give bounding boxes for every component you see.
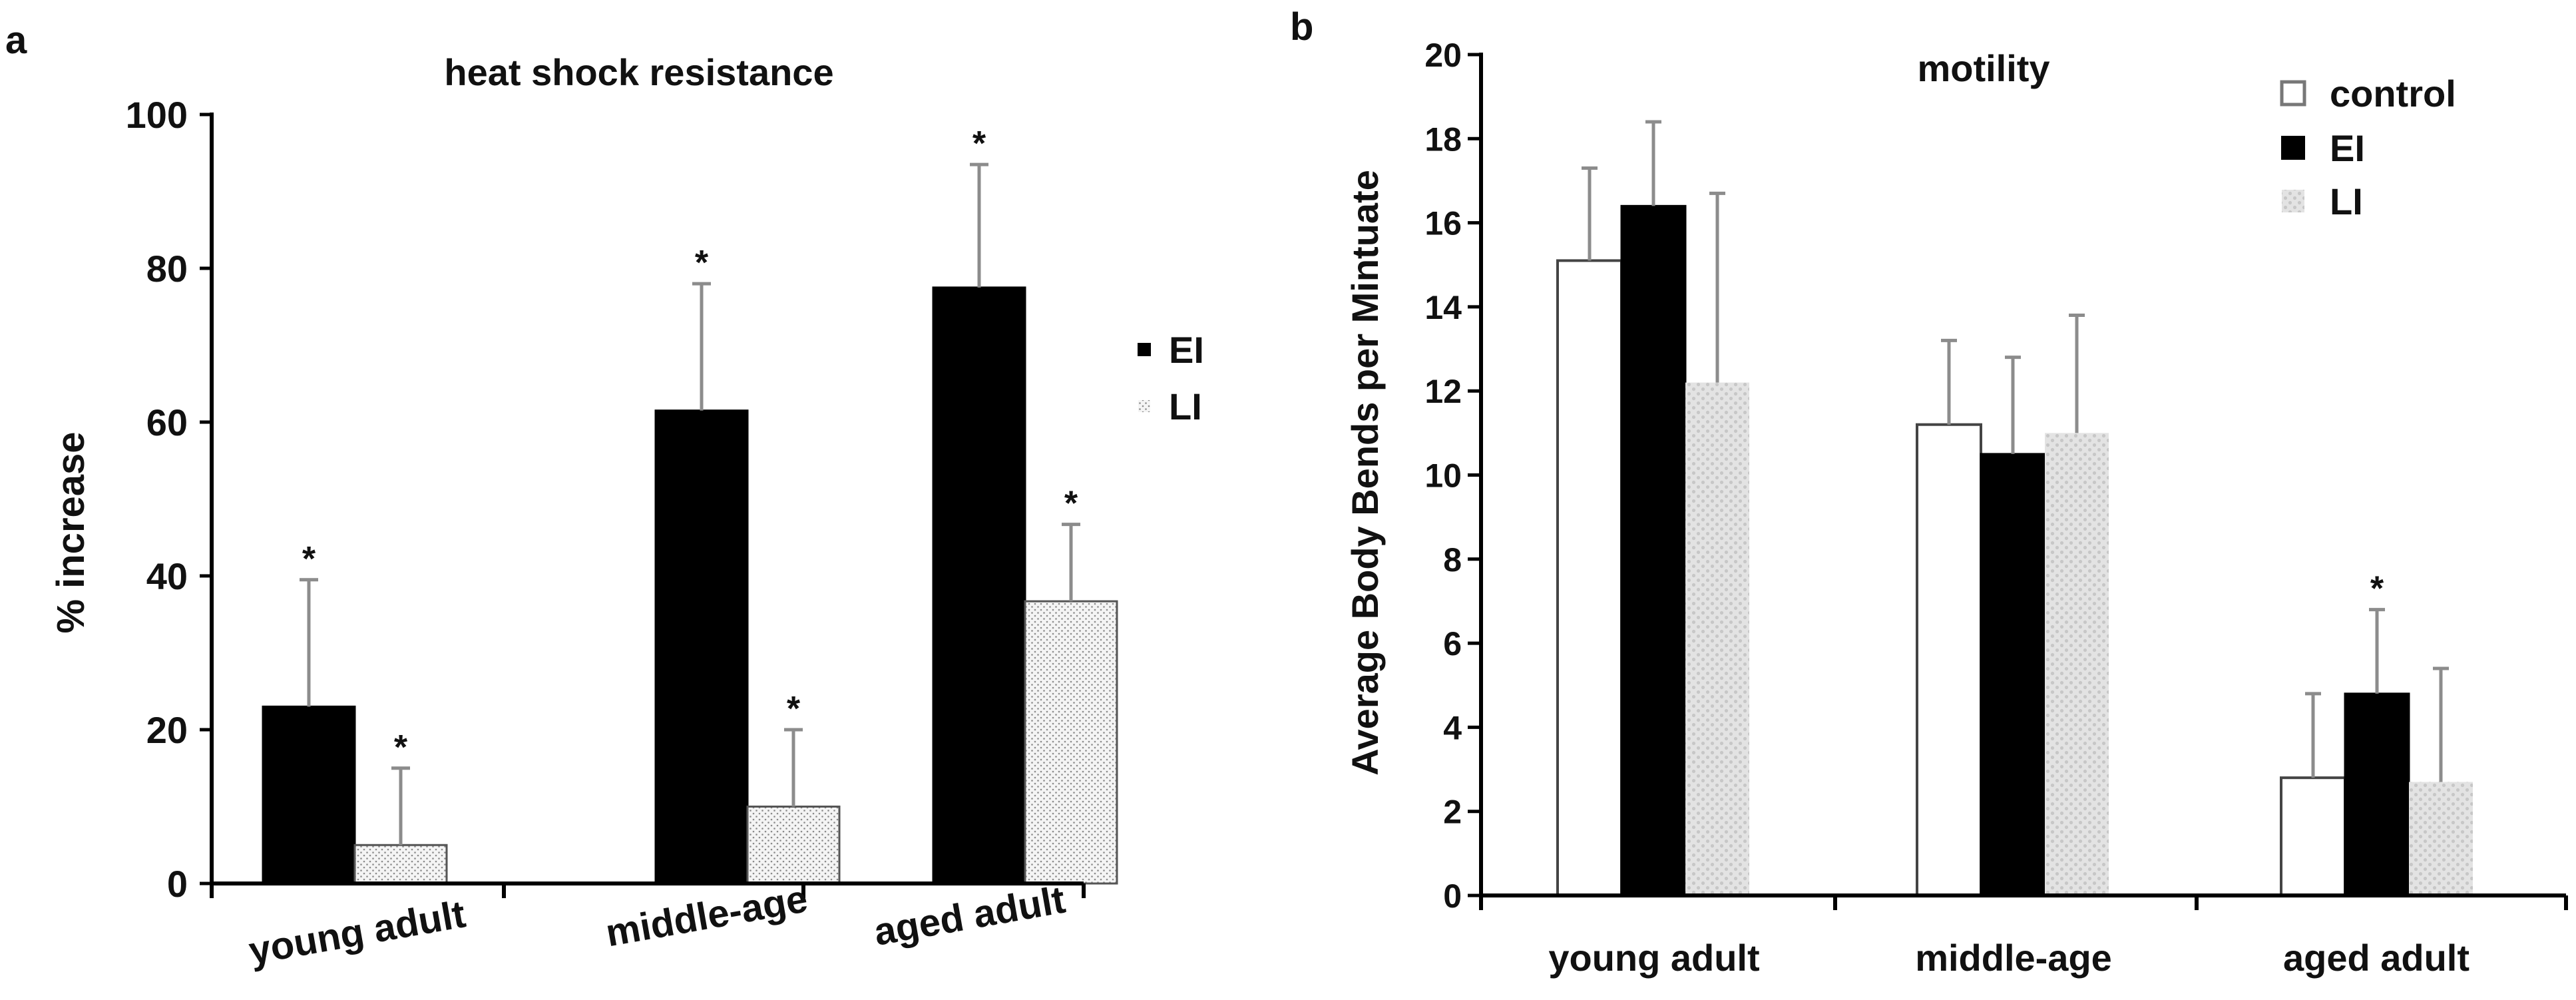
chart-b-error-bars xyxy=(1582,120,2449,782)
bar-ei-middle-age xyxy=(1980,453,2046,897)
bar-control-aged-adult xyxy=(2280,776,2346,897)
legend-swatch-control xyxy=(2280,80,2306,107)
panel-b: b motility Average Body Bends per Mintua… xyxy=(1290,5,2568,979)
chart-a-bars xyxy=(262,286,1118,885)
y-tick-label: 6 xyxy=(1443,625,1462,662)
y-tick-label: 18 xyxy=(1424,121,1462,158)
bar-li-young-adult xyxy=(353,844,448,885)
y-tick-label: 20 xyxy=(1424,37,1462,74)
chart-a-axes xyxy=(210,113,1086,898)
significance-star: * xyxy=(394,728,408,767)
significance-star: * xyxy=(972,125,986,163)
panel-a: a heat shock resistance % increase 0 20 40… xyxy=(5,19,1204,973)
y-tick-label: 8 xyxy=(1443,541,1462,579)
significance-star: * xyxy=(2370,570,2384,609)
bar-control-young-adult xyxy=(1556,259,1623,897)
bar-ei-aged-adult xyxy=(2344,692,2410,897)
legend-swatch-li xyxy=(2282,190,2304,212)
y-tick-label: 20 xyxy=(146,709,188,751)
chart-b-title: motility xyxy=(1917,47,2049,89)
chart-b-legend: control EI LI xyxy=(2280,73,2456,222)
chart-a-legend: EI LI xyxy=(1138,329,1204,427)
significance-star: * xyxy=(695,244,709,282)
chart-a-y-axis-label: % increase xyxy=(49,431,93,633)
x-tick-label-aged-adult: aged adult xyxy=(871,878,1068,954)
legend-label-control: control xyxy=(2330,73,2456,115)
chart-a-error-bars xyxy=(300,162,1080,846)
y-tick-label: 40 xyxy=(146,555,188,597)
bar-li-aged-adult xyxy=(1024,600,1118,885)
significance-star: * xyxy=(302,540,316,579)
bar-ei-middle-age xyxy=(654,409,749,885)
bar-control-middle-age xyxy=(1916,423,1982,897)
significance-star: * xyxy=(787,690,801,728)
chart-b-y-axis-label: Average Body Bends per Mintuate xyxy=(1344,170,1386,776)
y-tick-label: 10 xyxy=(1424,457,1462,495)
legend-label-ei: EI xyxy=(2330,127,2365,169)
x-tick-label-aged-adult: aged adult xyxy=(2283,937,2469,979)
chart-b-x-tick-labels: young adult middle-age aged adult xyxy=(1548,937,2469,979)
bar-li-young-adult xyxy=(1685,382,1749,895)
chart-b-axes xyxy=(1479,53,2568,910)
bar-li-middle-age xyxy=(2045,433,2109,895)
chart-b-bars xyxy=(1556,204,2473,897)
y-tick-label: 0 xyxy=(167,863,188,905)
chart-a-y-ticks: 0 20 40 60 80 100 xyxy=(126,94,212,905)
y-tick-label: 16 xyxy=(1424,205,1462,242)
legend-label-li: LI xyxy=(2330,180,2363,222)
y-tick-label: 14 xyxy=(1424,289,1462,326)
x-tick-label-young-adult: young adult xyxy=(246,892,469,973)
x-tick-label-middle-age: middle-age xyxy=(602,877,811,955)
y-tick-label: 4 xyxy=(1443,709,1462,746)
chart-b-significance-markers: * xyxy=(2370,570,2384,609)
x-tick-label-middle-age: middle-age xyxy=(1915,937,2112,979)
legend-label-ei: EI xyxy=(1169,329,1204,371)
panel-b-label: b xyxy=(1290,5,1313,49)
chart-a-significance-markers: * * * * * * xyxy=(302,125,1078,767)
legend-swatch-ei xyxy=(1138,343,1151,356)
chart-b-y-ticks: 0 2 4 6 8 10 12 14 16 18 20 xyxy=(1424,37,1481,915)
y-tick-label: 100 xyxy=(126,94,188,136)
chart-a-x-tick-labels: young adult middle-age aged adult xyxy=(246,877,1068,973)
y-tick-label: 2 xyxy=(1443,794,1462,831)
y-tick-label: 60 xyxy=(146,401,188,443)
y-tick-label: 12 xyxy=(1424,373,1462,410)
y-tick-label: 0 xyxy=(1443,877,1462,915)
bar-li-aged-adult xyxy=(2409,782,2473,895)
bar-ei-young-adult xyxy=(1620,204,1687,897)
panel-a-label: a xyxy=(5,19,27,62)
bar-ei-young-adult xyxy=(262,705,356,885)
y-tick-label: 80 xyxy=(146,248,188,290)
significance-star: * xyxy=(1064,485,1078,523)
bar-ei-aged-adult xyxy=(932,286,1026,885)
legend-swatch-ei xyxy=(2281,136,2305,160)
x-tick-label-young-adult: young adult xyxy=(1548,937,1759,979)
chart-a-title: heat shock resistance xyxy=(444,51,833,93)
legend-swatch-li xyxy=(1138,400,1150,412)
bar-li-middle-age xyxy=(746,806,841,885)
legend-label-li: LI xyxy=(1169,385,1202,427)
